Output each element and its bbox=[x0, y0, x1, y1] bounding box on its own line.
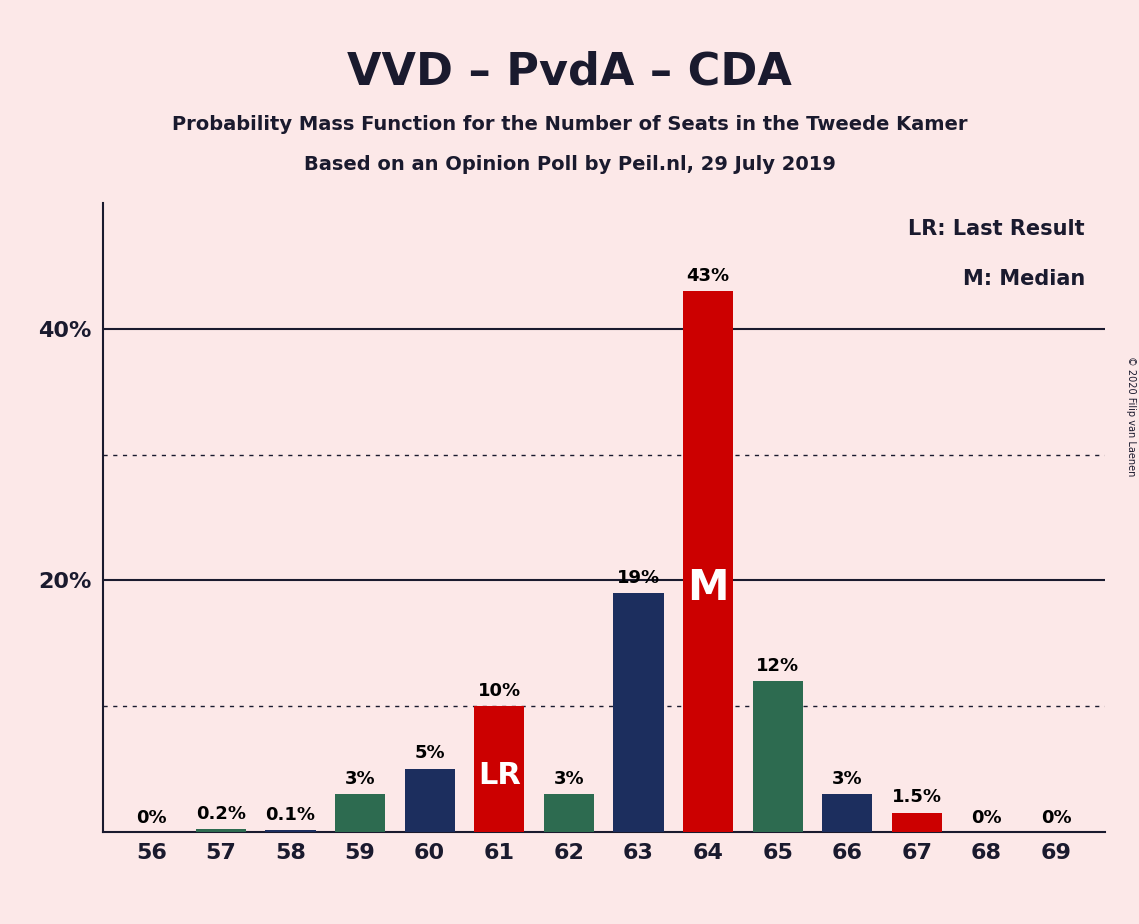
Text: Probability Mass Function for the Number of Seats in the Tweede Kamer: Probability Mass Function for the Number… bbox=[172, 116, 967, 135]
Bar bbox=[892, 813, 942, 832]
Bar bbox=[753, 681, 803, 832]
Bar bbox=[822, 794, 872, 832]
Bar bbox=[404, 769, 454, 832]
Text: 12%: 12% bbox=[756, 657, 800, 675]
Text: LR: LR bbox=[478, 760, 521, 789]
Bar bbox=[265, 831, 316, 832]
Text: © 2020 Filip van Laenen: © 2020 Filip van Laenen bbox=[1126, 356, 1136, 476]
Bar bbox=[614, 593, 664, 832]
Text: 3%: 3% bbox=[345, 770, 376, 787]
Text: M: Median: M: Median bbox=[962, 269, 1084, 289]
Text: 0.2%: 0.2% bbox=[196, 805, 246, 822]
Text: 10%: 10% bbox=[477, 682, 521, 699]
Text: 19%: 19% bbox=[617, 568, 659, 587]
Text: 3%: 3% bbox=[554, 770, 584, 787]
Text: 0%: 0% bbox=[972, 808, 1002, 827]
Text: VVD – PvdA – CDA: VVD – PvdA – CDA bbox=[347, 51, 792, 94]
Text: M: M bbox=[687, 567, 729, 610]
Bar bbox=[683, 291, 734, 832]
Text: 5%: 5% bbox=[415, 745, 445, 762]
Text: LR: Last Result: LR: Last Result bbox=[908, 219, 1084, 239]
Text: 0%: 0% bbox=[1041, 808, 1072, 827]
Text: Based on an Opinion Poll by Peil.nl, 29 July 2019: Based on an Opinion Poll by Peil.nl, 29 … bbox=[304, 155, 835, 175]
Text: 43%: 43% bbox=[687, 267, 730, 285]
Bar bbox=[543, 794, 593, 832]
Text: 0%: 0% bbox=[136, 808, 166, 827]
Bar bbox=[474, 706, 524, 832]
Bar bbox=[335, 794, 385, 832]
Text: 0.1%: 0.1% bbox=[265, 806, 316, 824]
Text: 3%: 3% bbox=[831, 770, 862, 787]
Bar bbox=[196, 829, 246, 832]
Text: 1.5%: 1.5% bbox=[892, 788, 942, 807]
